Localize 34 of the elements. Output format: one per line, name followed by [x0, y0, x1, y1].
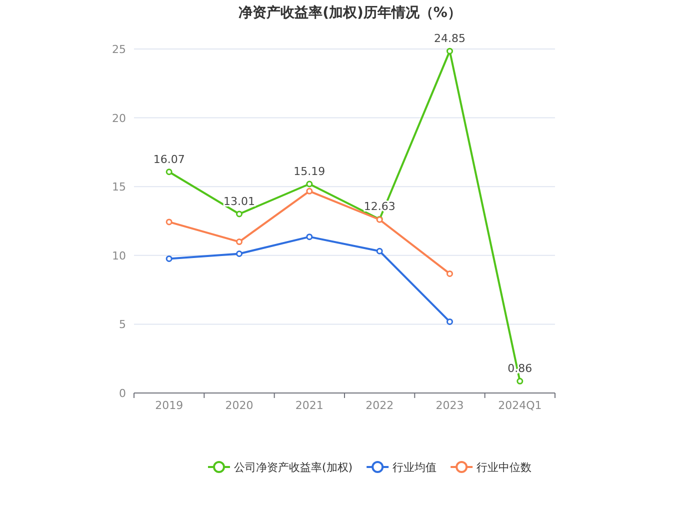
x-tick-label: 2021 — [295, 399, 324, 412]
legend-label: 公司净资产收益率(加权) — [234, 461, 353, 474]
y-tick-label: 15 — [112, 180, 126, 194]
point — [446, 318, 453, 325]
x-tick-label: 2019 — [155, 399, 184, 412]
point — [236, 238, 242, 246]
x-tick-label: 2023 — [436, 399, 464, 412]
point — [166, 218, 172, 226]
data-label: 24.85 — [434, 32, 466, 46]
chart-title: 净资产收益率(加权)历年情况（%） — [238, 4, 462, 21]
y-tick-label: 10 — [112, 249, 126, 262]
point — [166, 255, 172, 262]
x-tick-label: 2020 — [225, 399, 254, 412]
point — [236, 210, 242, 218]
x-tick-label: 2024Q1 — [498, 399, 542, 412]
y-tick-label: 25 — [112, 43, 126, 56]
y-tick-label: 0 — [119, 387, 126, 400]
point — [516, 378, 524, 384]
point — [236, 250, 242, 257]
point — [166, 168, 172, 176]
data-label: 16.07 — [153, 152, 185, 166]
point — [446, 48, 453, 54]
x-tick-label: 2022 — [366, 399, 394, 412]
point — [446, 270, 453, 277]
data-label: 13.01 — [224, 194, 255, 208]
point — [306, 180, 313, 188]
y-tick-label: 5 — [119, 318, 126, 332]
legend-label: 行业中位数 — [476, 461, 532, 474]
data-label: 15.19 — [294, 164, 326, 178]
legend-label: 行业均值 — [392, 461, 437, 474]
point — [306, 188, 313, 194]
point — [376, 248, 383, 254]
point — [306, 234, 313, 240]
y-tick-label: 20 — [112, 112, 126, 125]
